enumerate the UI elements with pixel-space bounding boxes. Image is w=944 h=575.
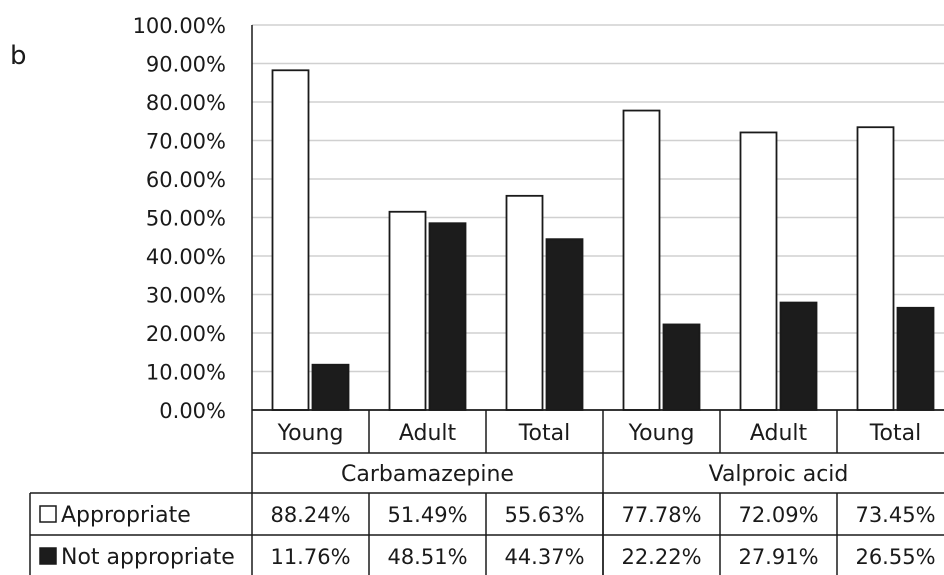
y-tick-label: 30.00% bbox=[146, 284, 226, 308]
bar-not-appropriate bbox=[896, 306, 935, 411]
data-label: 11.76% bbox=[270, 545, 350, 569]
bar-not-appropriate bbox=[662, 323, 701, 411]
legend-swatch-not-appropriate bbox=[39, 547, 57, 565]
data-label: 55.63% bbox=[504, 503, 584, 527]
bars bbox=[271, 69, 935, 411]
y-tick-label: 10.00% bbox=[146, 361, 226, 385]
bar-not-appropriate bbox=[545, 238, 584, 411]
group-label: Carbamazepine bbox=[341, 462, 514, 487]
category-label: Young bbox=[628, 421, 695, 446]
legend-swatch-appropriate bbox=[39, 505, 57, 523]
y-tick-label: 90.00% bbox=[146, 53, 226, 77]
category-label: Total bbox=[518, 421, 570, 446]
y-tick-label: 40.00% bbox=[146, 245, 226, 269]
data-label: 48.51% bbox=[387, 545, 467, 569]
bar-not-appropriate bbox=[311, 363, 350, 411]
bar-appropriate bbox=[271, 69, 310, 411]
bar-appropriate bbox=[505, 194, 544, 411]
category-label: Young bbox=[277, 421, 344, 446]
data-label: 88.24% bbox=[270, 503, 350, 527]
data-label: 51.49% bbox=[387, 503, 467, 527]
bar-not-appropriate bbox=[779, 301, 818, 411]
y-tick-label: 80.00% bbox=[146, 91, 226, 115]
panel-label: b bbox=[10, 41, 27, 71]
data-label: 26.55% bbox=[855, 545, 935, 569]
data-label: 77.78% bbox=[621, 503, 701, 527]
data-label: 72.09% bbox=[738, 503, 818, 527]
category-label: Total bbox=[869, 421, 921, 446]
category-label: Adult bbox=[399, 421, 457, 446]
bar-not-appropriate bbox=[428, 222, 467, 411]
data-label: 73.45% bbox=[855, 503, 935, 527]
legend-label: Not appropriate bbox=[61, 545, 235, 570]
bar-appropriate bbox=[622, 109, 661, 411]
y-tick-label: 20.00% bbox=[146, 322, 226, 346]
data-label: 27.91% bbox=[738, 545, 818, 569]
data-label: 44.37% bbox=[504, 545, 584, 569]
bar-appropriate bbox=[856, 126, 895, 411]
bar-appropriate bbox=[739, 131, 778, 411]
y-tick-label: 0.00% bbox=[159, 399, 226, 423]
data-label: 22.22% bbox=[621, 545, 701, 569]
y-tick-label: 100.00% bbox=[133, 14, 226, 38]
y-tick-label: 60.00% bbox=[146, 168, 226, 192]
gridlines bbox=[251, 24, 944, 410]
group-label: Valproic acid bbox=[709, 462, 849, 487]
y-tick-label: 50.00% bbox=[146, 207, 226, 231]
y-tick-label: 70.00% bbox=[146, 130, 226, 154]
legend-label: Appropriate bbox=[61, 503, 191, 528]
y-axis-tick-labels: 0.00% 10.00% 20.00% 30.00% 40.00% 50.00% 60.00… bbox=[133, 14, 226, 423]
bar-appropriate bbox=[388, 210, 427, 411]
category-label: Adult bbox=[750, 421, 808, 446]
